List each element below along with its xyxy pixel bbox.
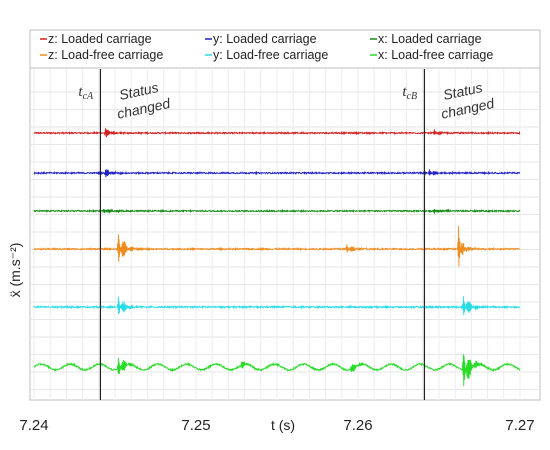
series-line (33, 296, 521, 316)
legend-entry: x: Loaded carriage (370, 32, 482, 46)
legend-label: z: Loaded carriage (48, 32, 152, 46)
series-line (33, 225, 521, 267)
x-tick-label: 7.27 (505, 417, 534, 434)
legend-label: z: Load-free carriage (48, 48, 163, 62)
legend-label: x: Loaded carriage (378, 32, 482, 46)
y-axis-title: ẍ (m.s⁻²) (7, 243, 23, 298)
legend-entry: x: Load-free carriage (370, 48, 493, 62)
legend (29, 29, 541, 69)
legend-label: y: Loaded carriage (213, 32, 317, 46)
legend-entry: z: Load-free carriage (40, 48, 163, 62)
series-line (33, 128, 521, 138)
legend-entry: y: Load-free carriage (205, 48, 328, 62)
series-line (33, 208, 521, 214)
x-axis-title: t (s) (271, 417, 295, 433)
x-tick-label: 7.26 (343, 417, 372, 434)
x-tick-label: 7.24 (19, 417, 48, 434)
event-marker-label: tcB (402, 84, 417, 102)
series-line (33, 354, 521, 387)
series-line (33, 169, 521, 178)
x-tick-label: 7.25 (181, 417, 210, 434)
legend-entry: z: Loaded carriage (40, 32, 152, 46)
legend-entry: y: Loaded carriage (205, 32, 317, 46)
event-marker-label: tcA (78, 84, 94, 102)
legend-label: x: Load-free carriage (378, 48, 493, 62)
legend-label: y: Load-free carriage (213, 48, 328, 62)
